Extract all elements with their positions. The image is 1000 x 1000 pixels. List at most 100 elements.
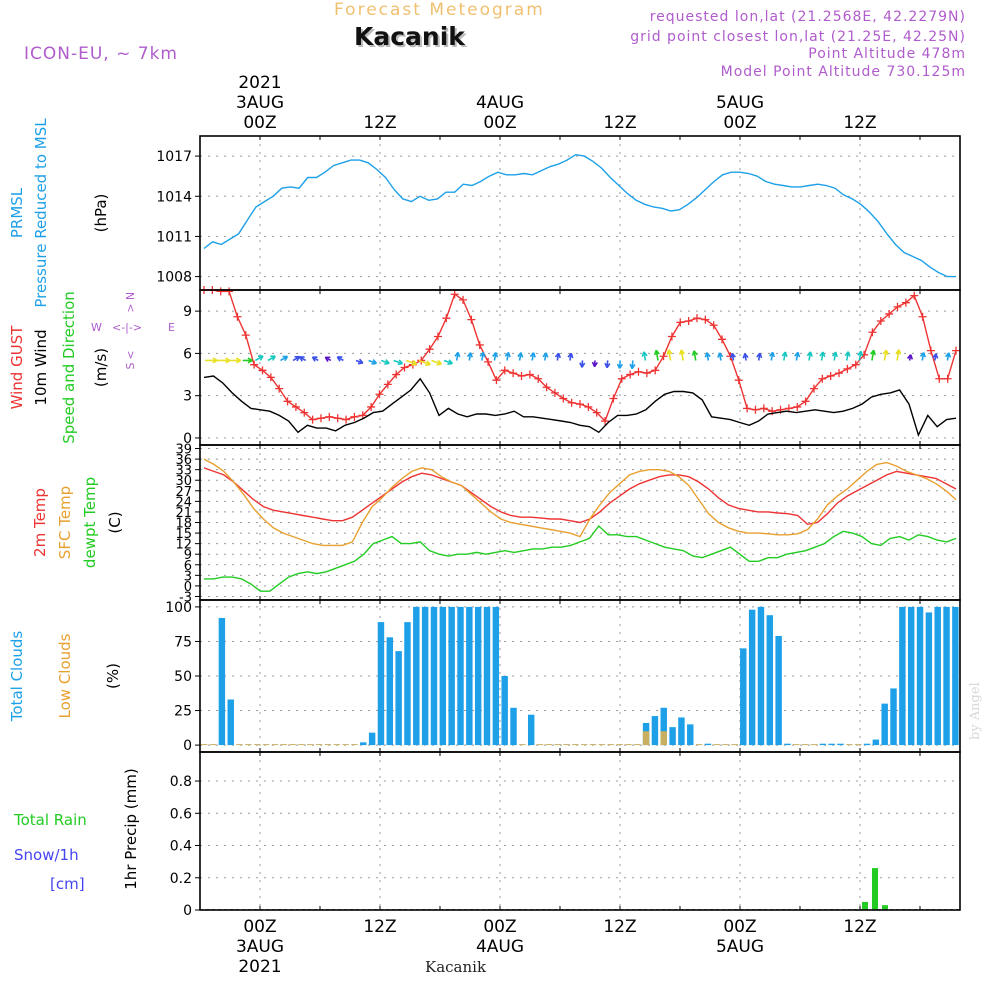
cloud-bar: [616, 744, 623, 746]
cloud-bar: [766, 615, 774, 746]
cloud-bar: [307, 744, 314, 746]
compass-n: N: [124, 292, 137, 300]
wind-arrowhead: [542, 352, 549, 358]
wind-arrow: [655, 350, 659, 361]
gust-marker: [392, 370, 401, 379]
bottom-time-label: 2021: [238, 957, 281, 977]
wind-arrowhead: [844, 351, 851, 357]
gust-marker: [759, 404, 768, 413]
gust-marker: [342, 415, 351, 424]
y-axis-label: SFC Temp: [56, 486, 74, 559]
cloud-bar: [819, 743, 827, 746]
gust-marker: [400, 363, 409, 372]
wind-arrowhead: [567, 352, 574, 359]
rain-bar: [862, 901, 868, 910]
top-time-label: 2021: [238, 73, 281, 93]
wind-arrowhead: [492, 352, 499, 358]
wind-arrowhead: [742, 353, 749, 359]
gust-marker: [291, 402, 300, 411]
gust-marker: [926, 346, 935, 355]
wind-arrowhead: [666, 349, 673, 355]
cloud-bar: [377, 622, 385, 746]
cloud-bar: [722, 744, 729, 746]
wind-arrowhead: [466, 352, 473, 358]
cloud-bar: [952, 606, 959, 746]
gust-marker: [250, 360, 259, 369]
gust-marker: [743, 404, 752, 413]
wind-arrow: [431, 359, 442, 365]
gust-marker: [450, 290, 459, 299]
gust-marker: [885, 309, 894, 318]
bottom-time-label: 12Z: [843, 917, 876, 937]
cloud-bar: [413, 606, 420, 746]
top-time-label: 00Z: [483, 113, 516, 133]
wind-arrowhead: [397, 359, 404, 366]
gust-marker: [233, 312, 242, 321]
model-altitude: Model Point Altitude 730.125m: [720, 64, 966, 80]
wind-arrowhead: [704, 352, 711, 358]
wind-arrowhead: [454, 351, 461, 358]
gust-marker: [843, 364, 852, 373]
gust-marker: [809, 384, 818, 393]
wind-arrowhead: [235, 357, 242, 364]
wind-arrow: [667, 349, 672, 361]
gust-marker: [751, 405, 760, 414]
wind-arrowhead: [212, 357, 218, 364]
wind-arrowhead: [691, 350, 698, 356]
cloud-bar: [863, 743, 871, 746]
bottom-time-label: 00Z: [483, 917, 516, 937]
requested-coords: requested lon,lat (21.2568E, 42.2279N): [649, 9, 966, 25]
wind-arrowhead: [311, 356, 318, 362]
y-axis-label: dewpt Temp: [81, 477, 99, 568]
wind-arrowhead: [517, 352, 524, 358]
y-tick-label: 33: [175, 464, 192, 479]
credit-watermark: by Angel: [968, 682, 983, 740]
cloud-bar: [298, 744, 305, 746]
gust-marker: [383, 380, 392, 389]
wind-arrowhead: [479, 351, 486, 358]
gust-marker: [241, 331, 250, 340]
cloud-bar: [828, 743, 835, 746]
cloud-bar: [801, 744, 809, 746]
gust-marker: [642, 369, 651, 378]
gust-marker: [425, 345, 434, 354]
y-tick-label: 18: [175, 517, 192, 532]
cloud-bar: [289, 744, 296, 746]
compass-e: E: [168, 321, 175, 334]
cloud-bar: [731, 744, 738, 746]
compass-arrow-n: >: [124, 303, 137, 312]
gust-marker: [876, 317, 885, 325]
cloud-bar: [907, 606, 915, 746]
wind-arrowhead: [616, 363, 623, 369]
top-time-label: 12Z: [603, 113, 636, 133]
gust-marker: [659, 352, 668, 361]
gust-marker: [651, 366, 660, 375]
wind-arrow: [896, 349, 900, 361]
y-tick-label: 100: [165, 600, 192, 616]
wind-arrowhead: [324, 356, 331, 362]
gust-marker: [826, 371, 835, 380]
point-altitude: Point Altitude 478m: [808, 46, 966, 62]
bottom-time-label: 00Z: [723, 917, 756, 937]
snow-unit: [cm]: [50, 875, 85, 893]
y-tick-label: 39: [175, 443, 192, 458]
footer-location: Kacanik: [425, 958, 487, 976]
gust-marker: [350, 412, 359, 421]
wind-arrowhead: [678, 349, 686, 355]
wind-arrowhead: [717, 352, 724, 358]
gust-marker: [484, 357, 493, 366]
y-tick-label: 0: [183, 431, 192, 447]
y-axis-label: Low Clouds: [56, 633, 74, 718]
wind-arrow: [418, 359, 431, 366]
cloud-bar: [598, 744, 606, 746]
y-tick-label: 75: [174, 634, 192, 650]
gust-marker: [918, 312, 927, 321]
cloud-bar: [704, 743, 712, 746]
cloud-bar: [810, 744, 818, 746]
y-tick-label: 1008: [156, 270, 192, 286]
wind-arrowhead: [225, 357, 231, 364]
bottom-time-label: 12Z: [603, 917, 636, 937]
y-tick-label: 0.8: [170, 774, 192, 790]
wind-arrowhead: [591, 361, 598, 368]
cloud-bar: [846, 744, 853, 746]
